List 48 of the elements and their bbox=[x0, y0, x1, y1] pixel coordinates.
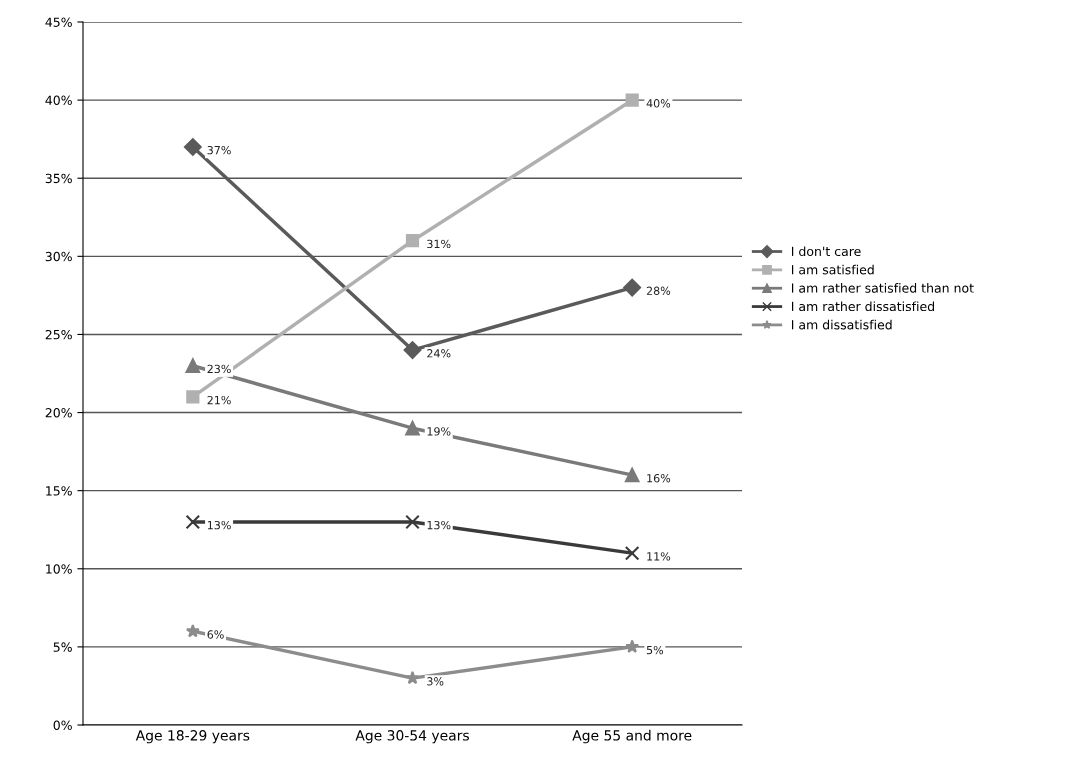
point bbox=[405, 670, 420, 685]
data-label: 19% bbox=[427, 427, 451, 436]
point bbox=[624, 545, 640, 561]
legend-label: I am dissatisfied bbox=[791, 319, 892, 330]
point bbox=[623, 278, 642, 297]
y-tick-label: 20% bbox=[45, 408, 72, 418]
point bbox=[624, 467, 640, 483]
data-label: 16% bbox=[647, 474, 671, 483]
x-tick-label: Age 18-29 years bbox=[135, 730, 250, 744]
legend-label: I am satisfied bbox=[791, 264, 874, 275]
y-tick-label: 35% bbox=[45, 173, 72, 184]
y-tick-label: 25% bbox=[45, 329, 72, 340]
y-tick-label: 40% bbox=[45, 95, 72, 106]
legend-label: I am rather satisfied than not bbox=[791, 283, 974, 293]
point bbox=[185, 623, 200, 638]
point bbox=[185, 514, 201, 530]
data-label: 23% bbox=[207, 364, 231, 374]
data-label: 37% bbox=[207, 145, 231, 155]
point bbox=[625, 93, 639, 107]
point bbox=[185, 358, 201, 373]
y-tick-label: 15% bbox=[46, 486, 72, 496]
point bbox=[183, 138, 202, 156]
y-tick-label: 0% bbox=[53, 720, 72, 730]
point bbox=[403, 341, 422, 359]
y-tick-label: 10% bbox=[46, 564, 72, 574]
data-label: 40% bbox=[646, 99, 671, 108]
legend-label: I don't care bbox=[791, 246, 861, 257]
data-label: 13% bbox=[427, 520, 451, 530]
point bbox=[186, 390, 200, 404]
data-label: 24% bbox=[427, 349, 451, 358]
data-label: 13% bbox=[207, 520, 231, 530]
data-label: 31% bbox=[427, 239, 451, 249]
point bbox=[405, 420, 420, 436]
data-label: 21% bbox=[207, 395, 231, 405]
x-tick-label: Age 30-54 years bbox=[355, 730, 469, 744]
y-tick-label: 30% bbox=[45, 251, 72, 262]
data-label: 5% bbox=[646, 645, 664, 655]
point bbox=[405, 234, 420, 248]
data-label: 3% bbox=[427, 677, 444, 686]
data-label: 6% bbox=[207, 630, 224, 639]
x-tick-label: Age 55 and more bbox=[572, 729, 692, 744]
data-label: 11% bbox=[647, 552, 671, 561]
y-tick-label: 5% bbox=[53, 642, 72, 652]
point bbox=[405, 514, 420, 530]
data-label: 28% bbox=[646, 286, 671, 295]
legend-label: I am rather dissatisfied bbox=[791, 301, 934, 312]
point bbox=[625, 639, 640, 653]
y-tick-label: 45% bbox=[45, 17, 72, 27]
